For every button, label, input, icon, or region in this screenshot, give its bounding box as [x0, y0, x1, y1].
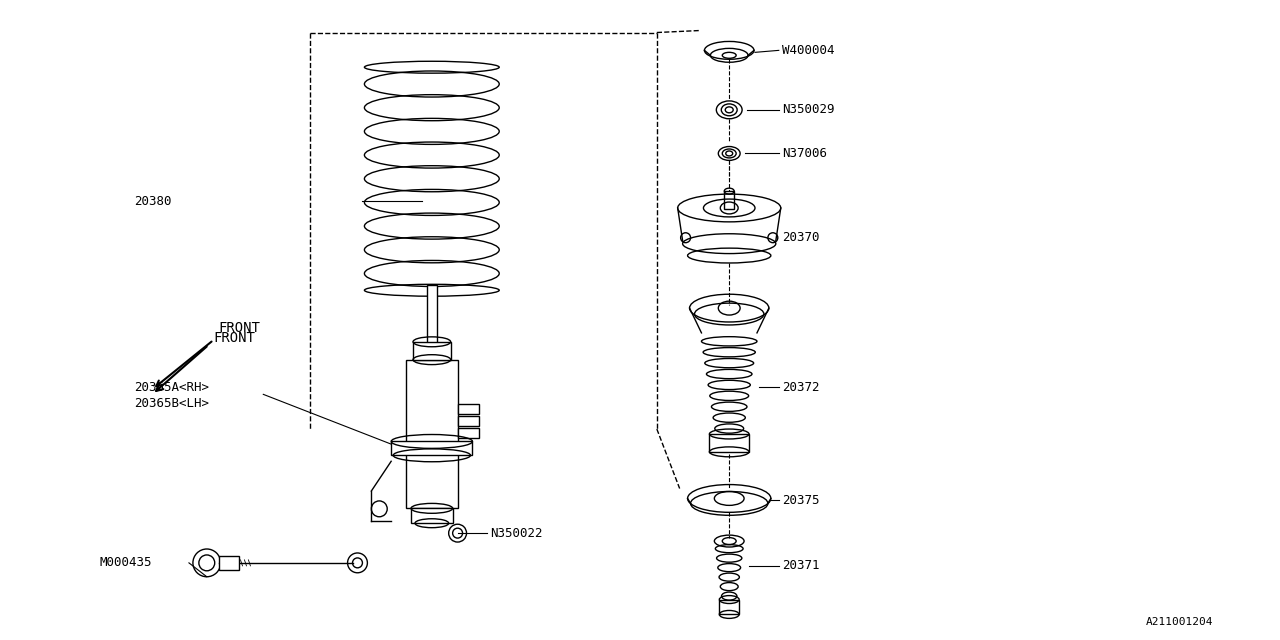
Bar — [457, 416, 480, 426]
Bar — [719, 600, 739, 614]
Bar — [426, 285, 436, 365]
Text: 20371: 20371 — [782, 559, 819, 572]
Bar — [219, 556, 238, 570]
Bar — [724, 191, 735, 209]
Text: N37006: N37006 — [782, 147, 827, 160]
Text: A211001204: A211001204 — [1146, 618, 1213, 627]
Bar — [457, 404, 480, 414]
Bar — [457, 428, 480, 438]
Bar — [413, 342, 451, 360]
Text: 20365B<LH>: 20365B<LH> — [134, 397, 210, 410]
Bar — [709, 434, 749, 452]
Text: 20375: 20375 — [782, 494, 819, 507]
Bar — [411, 508, 453, 524]
Bar — [406, 360, 457, 508]
Text: 20380: 20380 — [134, 195, 172, 207]
Text: 20370: 20370 — [782, 231, 819, 244]
Text: FRONT: FRONT — [214, 331, 256, 345]
Text: M000435: M000435 — [100, 556, 152, 570]
Text: 20365A<RH>: 20365A<RH> — [134, 381, 210, 394]
Text: FRONT: FRONT — [219, 321, 261, 335]
Text: N350022: N350022 — [490, 527, 543, 540]
Text: W400004: W400004 — [782, 44, 835, 57]
Bar — [392, 442, 472, 455]
Text: 20372: 20372 — [782, 381, 819, 394]
Text: N350029: N350029 — [782, 103, 835, 116]
